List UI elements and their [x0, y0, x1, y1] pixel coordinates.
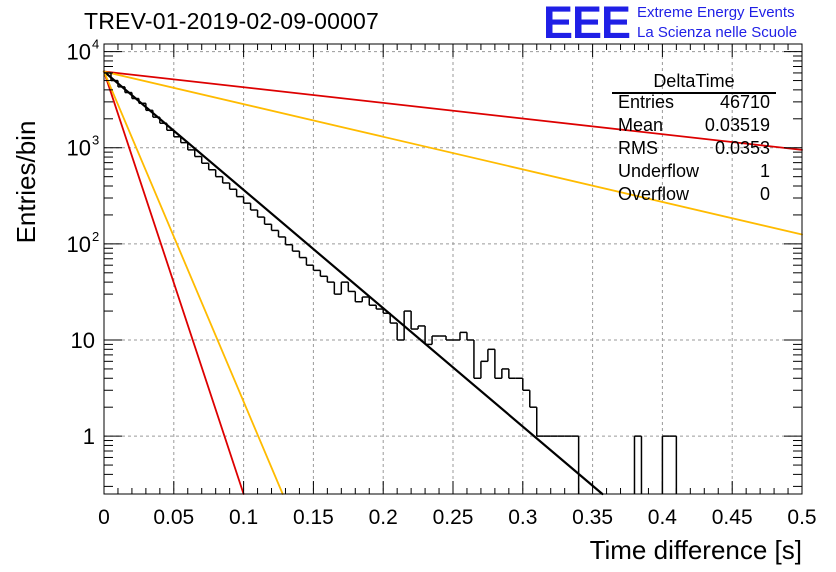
logo-line-1: Extreme Energy Events — [637, 4, 795, 21]
y-tick-label: 10 — [67, 136, 91, 161]
y-axis-label: Entries/bin — [11, 121, 41, 244]
fit-line-fit — [102, 70, 604, 496]
y-tick-label: 10 — [71, 328, 95, 353]
x-tick-label: 0 — [98, 506, 110, 529]
fit-line-orange-steep — [103, 70, 284, 495]
stats-value: 0.0353 — [714, 138, 770, 158]
stats-key: RMS — [618, 138, 658, 158]
x-axis-label: Time difference [s] — [590, 535, 802, 565]
plot-frame — [103, 43, 803, 495]
stats-key: Mean — [618, 115, 664, 135]
x-tick-label: 0.2 — [369, 506, 398, 529]
x-tick-label: 0.3 — [508, 506, 537, 529]
y-tick-label: 10 — [67, 40, 91, 65]
stats-key: Overflow — [618, 184, 690, 204]
fit-line-red-steep — [103, 70, 245, 495]
stats-row-mean: Mean 0.03519 — [618, 114, 770, 137]
stats-row-rms: RMS 0.0353 — [618, 137, 770, 160]
stats-key: Entries — [618, 92, 675, 112]
x-tick-label: 0.25 — [433, 506, 474, 529]
y-tick-exponent: 4 — [92, 37, 99, 52]
x-tick-label: 0.35 — [572, 506, 613, 529]
x-tick-label: 0.5 — [787, 506, 816, 529]
y-tick-label: 10 — [67, 232, 91, 257]
stats-value: 0.03519 — [704, 115, 770, 135]
stats-value: 1 — [759, 161, 770, 181]
axis-layer: 0 0.05 0.1 0.15 0.2 0.25 0.3 0.35 0.4 0.45 0.51101… — [67, 37, 817, 529]
stats-row-entries: Entries 46710 — [618, 91, 770, 114]
run-title: TREV-01-2019-02-09-00007 — [84, 8, 380, 34]
logo-line-2: La Scienza nelle Scuole — [637, 24, 798, 41]
x-tick-label: 0.4 — [648, 506, 678, 529]
histogram-layer — [104, 72, 678, 494]
stats-box: DeltaTime Entries 46710 Mean 0.03519 RMS… — [606, 70, 782, 210]
y-tick-exponent: 2 — [92, 229, 99, 244]
x-tick-label: 0.05 — [153, 506, 194, 529]
x-tick-label: 0.1 — [229, 506, 258, 529]
stats-row-underflow: Underflow 1 — [618, 160, 770, 183]
x-tick-label: 0.45 — [712, 506, 753, 529]
y-tick-label: 1 — [83, 424, 95, 449]
y-tick-exponent: 3 — [92, 133, 99, 148]
stats-title: DeltaTime — [612, 70, 776, 94]
stats-value: 46710 — [719, 92, 770, 112]
eee-logo: EEE — [543, 0, 631, 48]
fit-line-orange-flat — [103, 70, 803, 236]
stats-row-overflow: Overflow 0 — [618, 183, 770, 206]
x-tick-label: 0.15 — [293, 506, 334, 529]
stats-key: Underflow — [618, 161, 700, 181]
stats-value: 0 — [759, 184, 770, 204]
fit-line-red-flat — [103, 70, 803, 151]
